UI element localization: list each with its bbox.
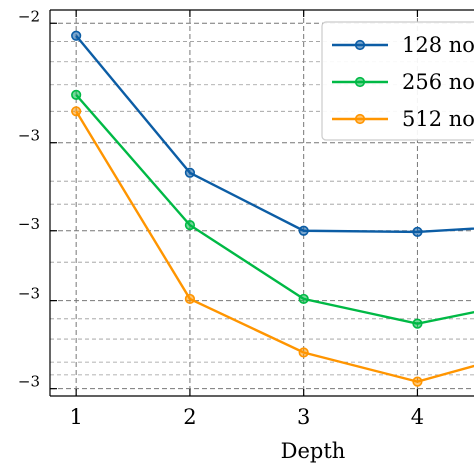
x-tick-label: 3 — [297, 405, 310, 429]
x-tick-label: 2 — [183, 405, 196, 429]
y-tick-label: −3 — [18, 215, 40, 233]
legend: 128 no 256 no 512 no — [321, 21, 474, 141]
data-point — [184, 220, 196, 231]
y-tick-label: −2 — [18, 7, 40, 25]
data-point — [298, 293, 309, 305]
data-point — [184, 293, 196, 305]
legend-marker — [354, 39, 366, 51]
y-tick-label: −3 — [18, 285, 40, 303]
data-point — [71, 106, 82, 117]
axes — [49, 9, 474, 397]
series-group — [71, 30, 474, 387]
legend-label: 256 no — [402, 70, 474, 94]
y-tick-label: −3 — [18, 127, 40, 145]
data-point — [298, 347, 309, 358]
data-point — [412, 318, 423, 329]
data-point — [71, 30, 82, 41]
data-point — [298, 225, 309, 236]
x-tick-label: 4 — [411, 405, 424, 429]
series-line — [75, 110, 474, 383]
data-point — [412, 376, 423, 387]
y-tick-label: −3 — [18, 373, 40, 391]
legend-marker — [354, 76, 366, 88]
legend-label: 128 no — [402, 33, 474, 57]
tick-labels: 1 2 3 4 −2 −3 −3 −3 −3 — [18, 7, 424, 429]
data-point — [412, 226, 423, 238]
legend-box — [321, 21, 474, 141]
data-point — [184, 167, 196, 178]
x-tick-label: 1 — [69, 405, 82, 429]
legend-marker — [354, 113, 366, 125]
data-point — [71, 89, 82, 100]
x-axis-label: Depth — [281, 439, 346, 463]
legend-label: 512 no — [402, 107, 474, 131]
